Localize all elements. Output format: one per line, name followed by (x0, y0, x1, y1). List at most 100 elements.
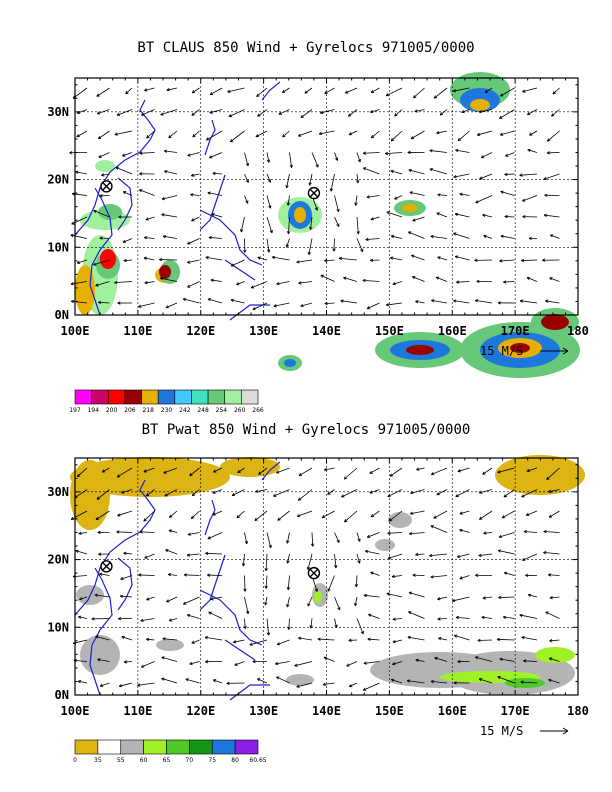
wind-arrow (114, 130, 133, 136)
wind-arrow (191, 639, 200, 644)
wind-arrow (499, 657, 515, 662)
wind-arrow-shaft (365, 238, 380, 241)
wind-arrow-head (545, 611, 548, 615)
wind-arrow-head (457, 556, 461, 559)
wind-arrow (480, 152, 493, 159)
wind-arrow-head (298, 499, 302, 501)
wind-arrow-head (364, 550, 368, 554)
wind-arrow-shaft (310, 618, 313, 629)
wind-arrow (407, 635, 425, 641)
wind-arrow-shaft (212, 510, 223, 516)
wind-arrow (99, 194, 110, 198)
wind-arrow-shaft (123, 661, 133, 663)
wind-arrow-shaft (207, 298, 223, 304)
wind-arrow (394, 195, 403, 200)
coastline-segment (74, 479, 156, 616)
wind-arrow (369, 467, 380, 474)
wind-arrow (549, 596, 560, 600)
wind-arrow-shaft (266, 216, 273, 234)
wind-arrow-head (459, 513, 463, 515)
colorbar-swatch (157, 389, 176, 405)
wind-arrow (454, 212, 470, 218)
wind-arrow-shaft (146, 130, 155, 139)
wind-arrow-shaft (228, 109, 245, 117)
wind-arrow-head (138, 189, 142, 193)
wind-arrow (502, 615, 515, 619)
wind-arrow (430, 467, 448, 476)
wind-arrow-head (390, 679, 394, 682)
wind-arrow-shaft (524, 531, 538, 533)
wind-arrow-shaft (249, 639, 268, 646)
wind-arrow-shaft (185, 678, 200, 684)
wind-arrow-shaft (437, 618, 448, 620)
wind-arrow (306, 553, 313, 570)
wind-arrow-shaft (141, 661, 155, 668)
wind-arrow-head (391, 139, 395, 142)
wind-arrow (356, 532, 361, 542)
wind-arrow-head (77, 680, 81, 684)
panel2-reference-vector-text: 15 M/S (480, 724, 524, 738)
wind-arrow-shaft (265, 575, 268, 589)
wind-arrow-head (413, 96, 417, 99)
wind-arrow-shaft (430, 681, 448, 684)
wind-arrow-head (385, 153, 389, 156)
wind-arrow (528, 236, 538, 241)
wind-arrow (363, 593, 380, 598)
ticks (74, 458, 579, 696)
wind-arrow-shaft (370, 87, 380, 93)
wind-arrow-head (268, 632, 271, 636)
wind-arrow-head (70, 283, 74, 286)
wind-arrow-shaft (457, 467, 470, 472)
wind-arrow-head (187, 262, 191, 264)
wind-arrow-head (436, 132, 440, 135)
wind-arrow-head (407, 636, 411, 640)
wind-arrow-head (546, 152, 550, 155)
wind-arrow-head (430, 235, 434, 239)
wind-arrow-head (482, 214, 486, 217)
wind-arrow (266, 216, 273, 234)
wind-arrow (227, 87, 245, 93)
wind-arrow (483, 234, 493, 239)
wind-arrow-head (99, 195, 103, 198)
wind-arrow-shaft (96, 489, 110, 500)
wind-arrow-head (169, 620, 173, 622)
panel1-title: BT CLAUS 850 Wind + Gyrelocs 971005/0000 (137, 40, 475, 56)
wind-arrow (484, 87, 493, 93)
wind-arrow-shaft (141, 109, 155, 116)
wind-arrow (163, 467, 178, 474)
wind-arrow (370, 510, 380, 518)
wind-arrow-shaft (521, 489, 538, 498)
reference-arrow-head (562, 727, 569, 732)
wind-arrow-shaft (115, 167, 133, 175)
wind-arrow (366, 302, 380, 310)
wind-arrow (334, 553, 338, 569)
wind-arrow (144, 236, 155, 240)
wind-arrow-head (327, 588, 331, 592)
wind-arrow (187, 259, 200, 264)
wind-arrow (228, 109, 245, 118)
wind-arrow (76, 130, 88, 138)
wind-arrow-head (357, 231, 360, 235)
wind-arrow (208, 611, 223, 619)
wind-arrow-head (483, 235, 487, 238)
wind-arrow (410, 510, 425, 515)
wind-arrow (475, 656, 493, 662)
wind-arrow-shaft (116, 467, 133, 478)
wind-arrow-shaft (407, 636, 425, 641)
wind-arrow-head (168, 530, 172, 533)
wind-arrow-shaft (286, 173, 290, 189)
wind-arrow-shaft (273, 302, 290, 307)
wind-arrow-head (408, 611, 411, 615)
wind-arrow (482, 213, 493, 218)
wind-arrow (276, 639, 290, 646)
wind-arrow-head (146, 136, 150, 139)
panel1-field-blob (541, 314, 569, 330)
panel1-reference-vector-text: 15 M/S (480, 344, 524, 358)
wind-arrow-head (75, 550, 79, 553)
wind-arrow-head (75, 171, 79, 174)
wind-arrow-head (430, 576, 434, 579)
wind-arrow (497, 549, 515, 555)
wind-arrow (459, 510, 470, 515)
wind-arrow (300, 109, 313, 119)
wind-arrow-head (308, 252, 311, 256)
